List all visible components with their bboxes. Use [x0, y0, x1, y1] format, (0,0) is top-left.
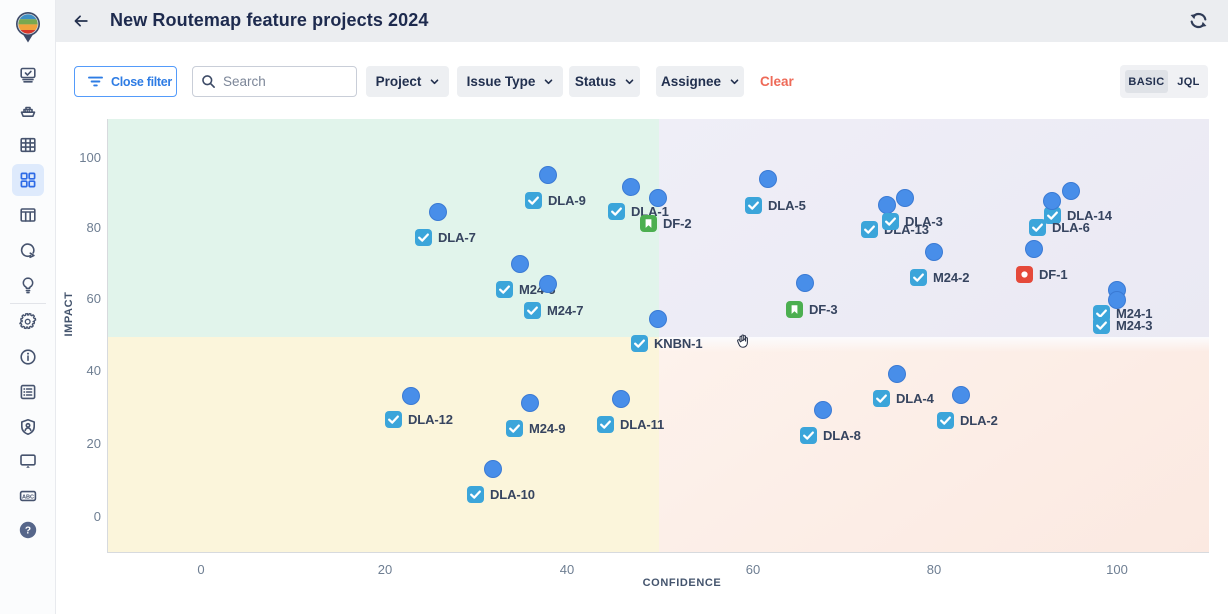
svg-text:?: ? — [25, 526, 31, 537]
svg-text:ABC: ABC — [22, 495, 34, 501]
